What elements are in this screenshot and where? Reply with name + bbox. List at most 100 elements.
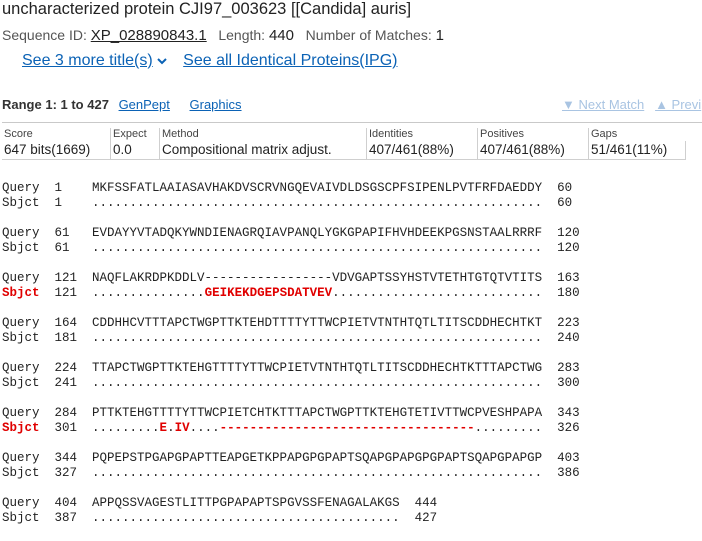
query-start: 224 [54, 361, 93, 375]
alignment-pair: Query 344 PQPEPSTPGAPGPAPTTEAPGETKPPAPGP… [2, 451, 580, 481]
query-label: Query [2, 451, 55, 465]
sbjct-seq: ......... [474, 421, 543, 435]
query-line: Query 344 PQPEPSTPGAPGPAPTTEAPGETKPPAPGP… [2, 451, 580, 466]
length-label: Length: [218, 27, 266, 43]
method-header: Method [159, 128, 367, 141]
prev-match-link[interactable]: ▲ Previ [655, 97, 702, 112]
sbjct-line: Sbjct 121 ...............GEIKEKDGEPSDATV… [2, 286, 580, 301]
chevron-down-icon[interactable] [157, 56, 167, 66]
sbjct-end: 180 [542, 286, 580, 300]
sbjct-line: Sbjct 181 ..............................… [2, 331, 580, 346]
sbjct-diff: GEIKEKDGEPSDATVEV [204, 286, 333, 300]
range-bar: Range 1: 1 to 427 GenPept Graphics [2, 97, 242, 112]
sbjct-line: Sbjct 241 ..............................… [2, 376, 580, 391]
alignment-pair: Query 61 EVDAYYVTADQKYWNDIENAGRQIAVPANQL… [2, 226, 580, 256]
alignment-pair: Query 224 TTAPCTWGPTTKTEHGTTTTYTTWCPIETV… [2, 361, 580, 391]
sbjct-start: 121 [54, 286, 93, 300]
query-label: Query [2, 361, 55, 375]
query-label: Query [2, 181, 55, 195]
sbjct-diff: ---------------------------------- [219, 421, 475, 435]
sbjct-start: 1 [54, 196, 93, 210]
sbjct-label: Sbjct [2, 511, 55, 525]
query-end: 163 [542, 271, 580, 285]
query-line: Query 1 MKFSSFATLAAIASAVHAKDVSCRVNGQEVAI… [2, 181, 580, 196]
query-label: Query [2, 271, 55, 285]
matches-label: Number of Matches: [305, 27, 432, 43]
sbjct-line: Sbjct 1 ................................… [2, 196, 580, 211]
query-end: 343 [542, 406, 580, 420]
alignment-pair: Query 121 NAQFLAKRDPKDDLV---------------… [2, 271, 580, 301]
query-label: Query [2, 226, 55, 240]
sbjct-seq: ........................................… [92, 196, 543, 210]
sbjct-end: 427 [399, 511, 438, 525]
query-start: 61 [54, 226, 93, 240]
sbjct-seq: .... [189, 421, 220, 435]
query-start: 164 [54, 316, 93, 330]
sbjct-label: Sbjct [2, 241, 55, 255]
sbjct-seq: ......... [92, 421, 160, 435]
alignment-block: Query 1 MKFSSFATLAAIASAVHAKDVSCRVNGQEVAI… [2, 181, 580, 541]
expect-header: Expect [110, 128, 160, 141]
sbjct-seq: ........................................… [92, 511, 400, 525]
divider [2, 122, 702, 123]
sbjct-line: Sbjct 387 ..............................… [2, 511, 580, 526]
length-value: 440 [268, 27, 294, 44]
score-table-header: Score Expect Method Identities Positives… [2, 128, 686, 141]
query-seq: MKFSSFATLAAIASAVHAKDVSCRVNGQEVAIVDLDSGSC… [92, 181, 543, 195]
query-seq: TTAPCTWGPTTKTEHGTTTTYTTWCPIETVTNTHTQTLTI… [92, 361, 543, 375]
query-end: 403 [542, 451, 580, 465]
sbjct-line: Sbjct 61 ...............................… [2, 241, 580, 256]
sbjct-label: Sbjct [2, 331, 55, 345]
sbjct-diff: E [159, 421, 168, 435]
query-start: 1 [54, 181, 93, 195]
seqid-link[interactable]: XP_028890843.1 [90, 27, 207, 44]
score-table-row: 647 bits(1669) 0.0 Compositional matrix … [2, 141, 686, 160]
sbjct-end: 326 [542, 421, 580, 435]
sbjct-seq: ........................................… [92, 331, 543, 345]
sbjct-label: Sbjct [2, 376, 55, 390]
identical-proteins-link[interactable]: See all Identical Proteins(IPG) [183, 52, 398, 69]
seqid-label: Sequence ID: [2, 27, 87, 43]
alignment-pair: Query 404 APPQSSVAGESTLITTPGPAPAPTSPGVSS… [2, 496, 580, 526]
score-table: Score Expect Method Identities Positives… [2, 128, 686, 160]
query-line: Query 404 APPQSSVAGESTLITTPGPAPAPTSPGVSS… [2, 496, 580, 511]
query-start: 404 [54, 496, 93, 510]
query-line: Query 224 TTAPCTWGPTTKTEHGTTTTYTTWCPIETV… [2, 361, 580, 376]
sbjct-start: 301 [54, 421, 93, 435]
protein-title: uncharacterized protein CJI97_003623 [[C… [2, 0, 412, 18]
sbjct-label: Sbjct [2, 196, 55, 210]
method-value: Compositional matrix adjust. [159, 141, 367, 160]
positives-header: Positives [477, 128, 589, 141]
identities-value: 407/461(88%) [366, 141, 478, 160]
match-nav: ▼ Next Match ▲ Previ [562, 97, 701, 112]
identities-header: Identities [366, 128, 478, 141]
sbjct-start: 387 [54, 511, 93, 525]
sbjct-end: 120 [542, 241, 580, 255]
sbjct-label: Sbjct [2, 466, 55, 480]
graphics-link[interactable]: Graphics [189, 97, 242, 112]
positives-value: 407/461(88%) [477, 141, 589, 160]
title-links: See 3 more title(s) See all Identical Pr… [22, 52, 398, 70]
score-header: Score [2, 128, 111, 141]
sbjct-seq: ............................ [332, 286, 543, 300]
sbjct-start: 241 [54, 376, 93, 390]
query-seq: APPQSSVAGESTLITTPGPAPAPTSPGVSSFENAGALAKG… [92, 496, 400, 510]
alignment-pair: Query 284 PTTKTEHGTTTTYTTWCPIETCHTKTTTAP… [2, 406, 580, 436]
next-match-link[interactable]: ▼ Next Match [562, 97, 645, 112]
gaps-value: 51/461(11%) [588, 141, 686, 160]
query-line: Query 61 EVDAYYVTADQKYWNDIENAGRQIAVPANQL… [2, 226, 580, 241]
query-seq: CDDHHCVTTTAPCTWGPTTKTEHDTTTTYTTWCPIETVTN… [92, 316, 543, 330]
query-end: 60 [542, 181, 573, 195]
sequence-meta: Sequence ID: XP_028890843.1 Length: 440 … [2, 27, 444, 44]
query-end: 444 [399, 496, 438, 510]
sbjct-start: 327 [54, 466, 93, 480]
more-titles-link[interactable]: See 3 more title(s) [22, 52, 153, 69]
sbjct-line: Sbjct 301 .........E.IV....-------------… [2, 421, 580, 436]
genpept-link[interactable]: GenPept [118, 97, 170, 112]
sbjct-end: 300 [542, 376, 580, 390]
query-end: 223 [542, 316, 580, 330]
query-line: Query 164 CDDHHCVTTTAPCTWGPTTKTEHDTTTTYT… [2, 316, 580, 331]
query-end: 120 [542, 226, 580, 240]
query-label: Query [2, 316, 55, 330]
sbjct-seq: ........................................… [92, 241, 543, 255]
